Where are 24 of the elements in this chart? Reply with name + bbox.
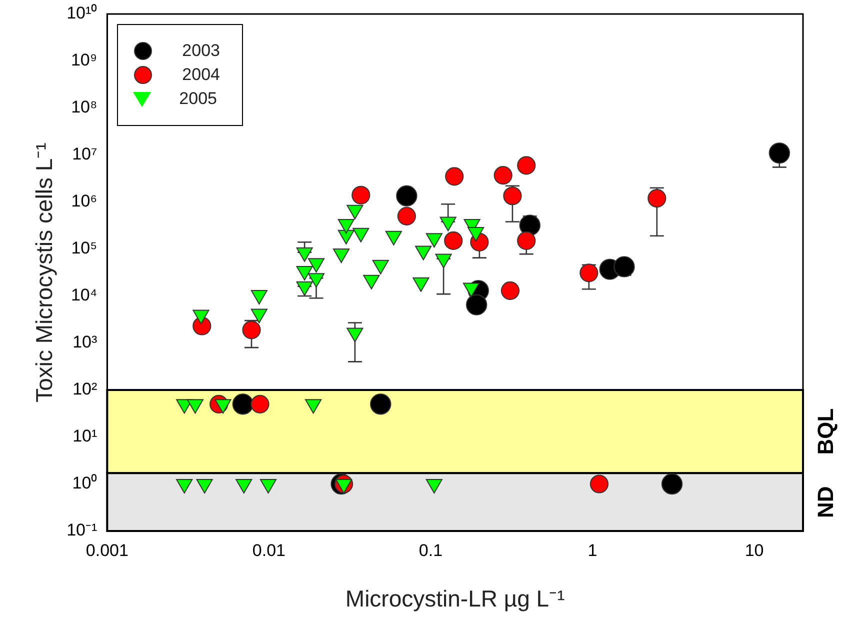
y-tick-label: 10⁹ — [70, 50, 98, 70]
y-axis-title: Toxic Microcystis cells L⁻¹ — [31, 142, 58, 402]
x-tick-label: 0.1 — [418, 540, 443, 560]
y-tick-label: 10⁰ — [72, 474, 98, 493]
y-tick-label: 10¹⁰ — [66, 4, 98, 23]
band-label: ND — [813, 486, 838, 518]
y-tick-label: 10⁻¹ — [66, 520, 98, 540]
legend-label: 2004 — [182, 65, 220, 85]
x-tick-label: 1 — [588, 540, 598, 560]
x-tick-label: 0.01 — [252, 540, 286, 560]
legend-label: 2003 — [182, 41, 220, 61]
y-tick-label: 10⁶ — [71, 192, 98, 211]
legend-label: 2005 — [179, 89, 217, 109]
y-tick-label: 10⁷ — [72, 144, 98, 164]
x-axis-title: Microcystin-LR µg L⁻¹ — [345, 586, 566, 612]
x-tick-label: 0.001 — [86, 540, 128, 560]
band-label: BQL — [813, 408, 838, 455]
y-tick-label: 10² — [72, 380, 98, 399]
y-tick-label: 10³ — [72, 332, 98, 352]
x-tick-label: 10 — [744, 540, 764, 560]
y-tick-label: 10⁵ — [71, 238, 98, 258]
y-tick-label: 10⁸ — [71, 98, 98, 117]
y-tick-label: 10⁴ — [70, 286, 98, 305]
y-tick-label: 10¹ — [72, 426, 98, 446]
